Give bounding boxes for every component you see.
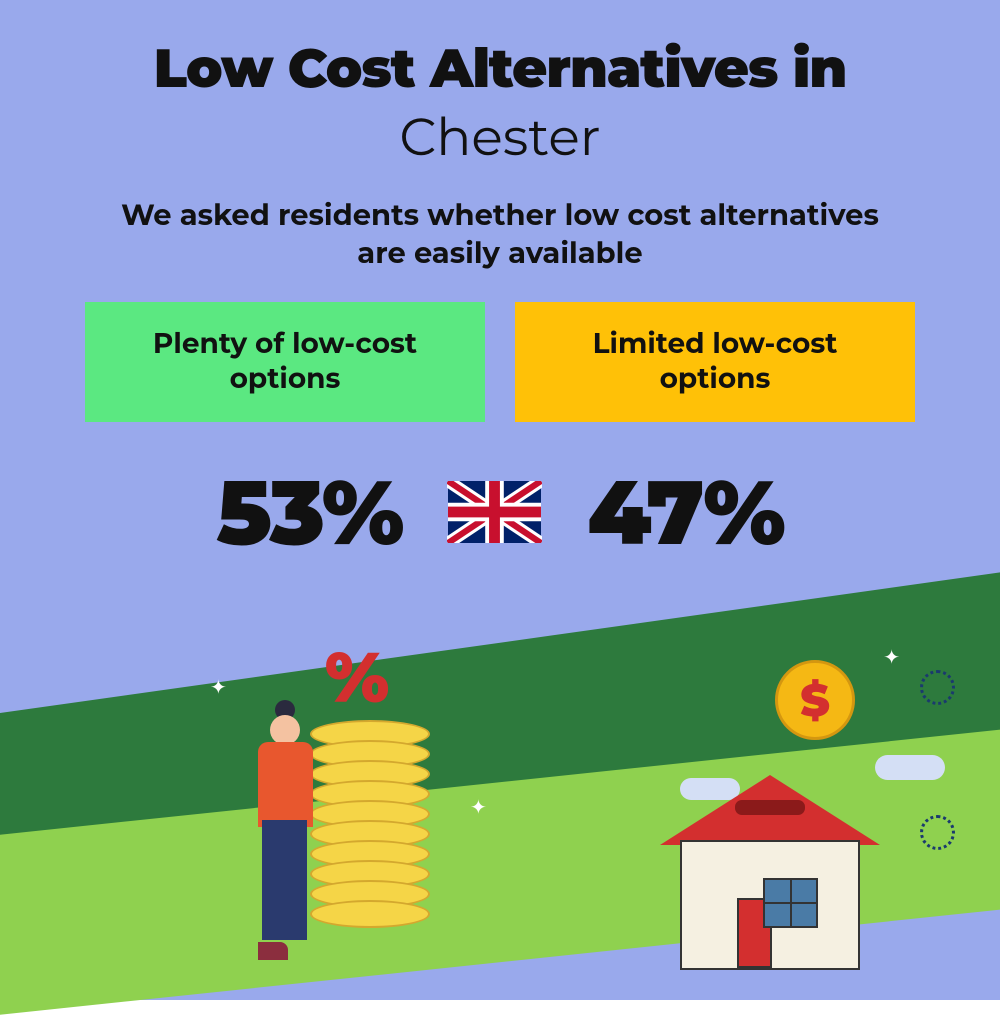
dollar-coin-icon xyxy=(775,660,855,740)
house-illustration xyxy=(660,770,880,970)
uk-flag-icon xyxy=(447,481,542,543)
illustration-area: ✦ ✦ ✦ % xyxy=(0,600,1000,1000)
percent-left: 53% xyxy=(216,457,402,567)
subtitle-text: We asked residents whether low cost alte… xyxy=(0,197,1000,272)
infographic-container: Low Cost Alternatives in Chester We aske… xyxy=(0,0,1000,1000)
person-legs xyxy=(262,820,307,940)
person-head xyxy=(270,715,300,745)
sparkle-icon: ✦ xyxy=(470,795,487,820)
house-body xyxy=(680,840,860,970)
dotted-circle-icon xyxy=(920,670,955,705)
person-body xyxy=(258,742,313,827)
house-roof-slot xyxy=(735,800,805,815)
sparkle-icon: ✦ xyxy=(883,645,900,670)
house-window xyxy=(763,878,818,928)
stats-row: 53% 47% xyxy=(0,457,1000,567)
sparkle-icon: ✦ xyxy=(210,675,227,700)
header-section: Low Cost Alternatives in Chester We aske… xyxy=(0,0,1000,272)
percent-right: 47% xyxy=(587,457,783,567)
person-illustration xyxy=(240,700,340,960)
person-feet xyxy=(258,942,288,960)
title-location: Chester xyxy=(0,106,1000,169)
option-box-limited: Limited low-cost options xyxy=(515,302,915,422)
option-boxes: Plenty of low-cost options Limited low-c… xyxy=(0,302,1000,422)
option-box-plenty: Plenty of low-cost options xyxy=(85,302,485,422)
cloud-shape xyxy=(875,755,945,780)
dotted-circle-icon xyxy=(920,815,955,850)
title-bold: Low Cost Alternatives in xyxy=(0,35,1000,101)
